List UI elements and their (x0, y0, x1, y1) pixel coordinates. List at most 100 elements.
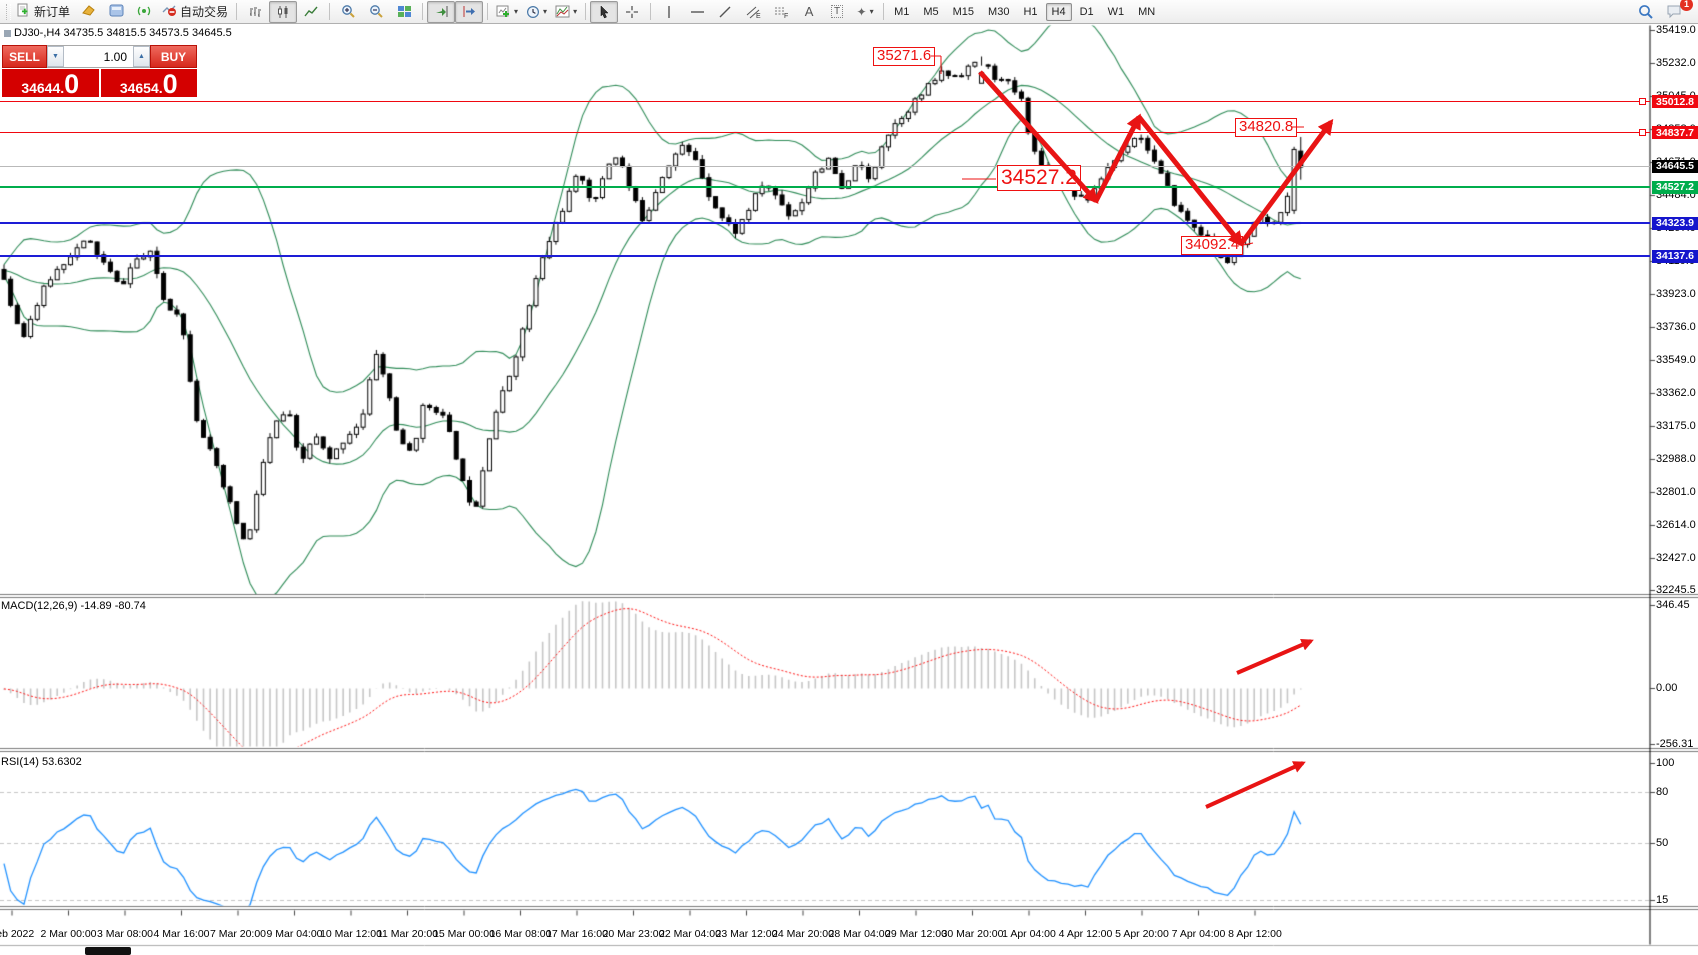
timeframe-toolbar: M1 M5 M15 M30 H1 H4 D1 W1 MN (888, 2, 1161, 21)
timeframe-button-m5[interactable]: M5 (923, 5, 939, 18)
periods-button[interactable]: ▾ (522, 1, 551, 23)
sell-button[interactable]: SELL (2, 45, 47, 68)
signals-icon (137, 4, 151, 20)
sell-price[interactable]: 34644. 0 (2, 69, 101, 97)
bar-chart-icon (250, 6, 262, 17)
zoom-in-button[interactable] (334, 1, 362, 23)
auto-scroll-icon (435, 6, 448, 17)
timeframe-button-d1[interactable]: D1 (1079, 5, 1094, 18)
symbol-ohlc-text: DJ30-,H4 34735.5 34815.5 34573.5 34645.5 (14, 27, 232, 39)
zoom-in-icon (341, 5, 355, 18)
chart-canvas[interactable] (0, 24, 1698, 955)
buy-button[interactable]: BUY (150, 45, 197, 68)
toolbar-separator (329, 3, 331, 20)
timeframe-button-m1[interactable]: M1 (894, 5, 910, 18)
sell-price-int: 34644 (21, 80, 61, 96)
templates-button[interactable]: ▾ (551, 1, 581, 23)
horizontal-line-button[interactable] (683, 1, 711, 23)
cursor-button[interactable] (590, 0, 619, 23)
volume-increase-button[interactable]: ▲ (133, 46, 150, 67)
chart-shift-icon (463, 6, 475, 17)
dropdown-caret-icon: ▾ (543, 7, 548, 16)
buy-price-big-digit: 0 (162, 68, 178, 99)
buy-price-dot: . (158, 80, 163, 96)
bid-ask-prices: 34644. 0 34654. 0 (2, 69, 197, 97)
toolbar-grip (6, 3, 11, 20)
toolbar-separator (236, 3, 238, 20)
buy-price-int: 34654 (119, 80, 159, 96)
search-button[interactable] (1632, 1, 1660, 23)
equidistant-channel-button[interactable]: E (739, 1, 767, 23)
buy-price[interactable]: 34654. 0 (101, 69, 198, 97)
toolbar-separator (883, 3, 885, 20)
timeframe-button-w1[interactable]: W1 (1107, 5, 1125, 18)
market-watch-icon (109, 4, 124, 20)
line-chart-button[interactable] (297, 1, 325, 23)
new-order-label: 新订单 (34, 5, 71, 19)
new-order-icon (17, 3, 31, 20)
new-chart-button[interactable]: ▾ (492, 1, 522, 23)
text-label-button[interactable]: T (823, 1, 851, 23)
cursor-icon (600, 4, 609, 18)
sell-price-dot: . (60, 80, 65, 96)
timeframe-button-m15[interactable]: M15 (952, 5, 975, 18)
signals-button[interactable] (130, 1, 158, 23)
equidistant-channel-icon: E (746, 6, 761, 19)
svg-text:F: F (784, 13, 788, 19)
toolbar-separator (650, 3, 652, 20)
timeframe-button-h4[interactable]: H4 (1045, 2, 1072, 21)
volume-decrease-button[interactable]: ▼ (47, 46, 64, 67)
trendline-icon (719, 6, 731, 17)
arrows-tool-button[interactable]: ✦ ▾ (851, 1, 879, 23)
volume-value[interactable]: 1.00 (103, 49, 127, 64)
horizontal-line-icon (690, 10, 704, 13)
main-toolbar: 新订单 自动交易 (0, 0, 1698, 24)
trendline-button[interactable] (711, 1, 739, 23)
templates-icon (555, 5, 570, 18)
new-order-button[interactable]: 新订单 (13, 1, 74, 23)
market-watch-button[interactable] (102, 1, 130, 23)
fibonacci-button[interactable]: F (767, 1, 795, 23)
auto-trading-icon (162, 3, 177, 20)
symbol-ohlc-line: DJ30-,H4 34735.5 34815.5 34573.5 34645.5 (4, 27, 232, 39)
notifications-button[interactable]: 1 (1660, 0, 1693, 23)
dropdown-caret-icon: ▾ (573, 7, 578, 16)
clock-icon (527, 5, 540, 18)
notification-badge: 1 (1680, 0, 1693, 11)
crosshair-icon (626, 5, 639, 18)
toolbar-separator (585, 3, 587, 20)
timeframe-button-mn[interactable]: MN (1138, 5, 1156, 18)
auto-trading-button[interactable]: 自动交易 (158, 1, 232, 23)
one-click-trading-panel: SELL ▼ 1.00 ▲ BUY 34644. 0 34654. 0 (2, 45, 197, 97)
dropdown-caret-icon: ▾ (869, 7, 874, 16)
ideas-icon (81, 4, 96, 20)
bar-chart-button[interactable] (241, 1, 269, 23)
line-chart-icon (304, 6, 318, 16)
chart-shift-button[interactable] (455, 0, 484, 23)
sell-price-big-digit: 0 (64, 68, 80, 99)
timeframe-button-h1[interactable]: H1 (1023, 5, 1038, 18)
tile-windows-icon (397, 6, 411, 17)
timeframe-button-m30[interactable]: M30 (988, 5, 1010, 18)
zoom-out-icon (369, 5, 383, 18)
toolbar-separator (422, 3, 424, 20)
zoom-out-button[interactable] (362, 1, 390, 23)
fibonacci-icon: F (774, 7, 788, 19)
vertical-line-icon (668, 5, 670, 18)
candlestick-chart-button[interactable] (269, 0, 298, 23)
auto-scroll-button[interactable] (427, 0, 456, 23)
dropdown-caret-icon: ▾ (514, 7, 519, 16)
tile-windows-button[interactable] (390, 1, 418, 23)
arrows-tool-icon: ✦ (856, 4, 867, 19)
ideas-button[interactable] (74, 1, 102, 23)
symbol-icon (4, 29, 11, 37)
new-chart-icon (496, 5, 510, 17)
vertical-line-button[interactable] (655, 1, 683, 23)
crosshair-button[interactable] (618, 1, 646, 23)
svg-text:E: E (756, 13, 761, 19)
search-icon (1639, 4, 1653, 19)
text-label-icon: T (831, 5, 844, 18)
chart-area: DJ30-,H4 34735.5 34815.5 34573.5 34645.5… (0, 24, 1698, 955)
text-button[interactable]: A (804, 4, 814, 19)
